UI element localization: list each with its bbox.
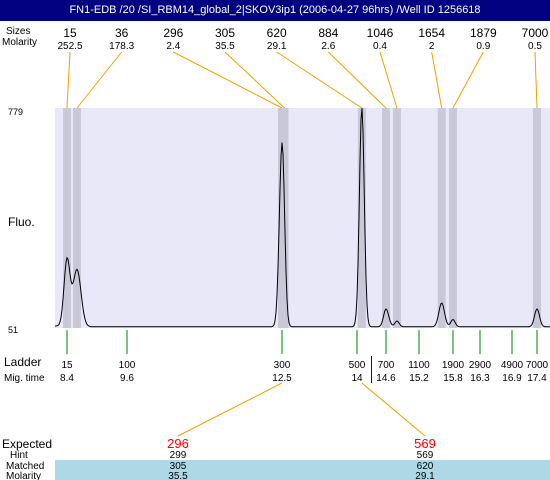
hint-value: 299	[170, 450, 187, 461]
ladder-mig-time: 9.6	[120, 373, 134, 384]
ladder-size: 2900	[469, 360, 492, 371]
peak-bands	[63, 108, 541, 328]
matched-label: Matched	[6, 461, 44, 472]
ladder-mig-time: 14	[351, 373, 363, 384]
peak-band	[73, 108, 81, 328]
ladder-mig-time: 16.3	[470, 373, 490, 384]
ladder-mig-time: 16.9	[502, 373, 522, 384]
peak-size: 1654	[418, 26, 445, 40]
ladder-mig-time: 12.5	[272, 373, 292, 384]
peak-molarity: 2	[429, 41, 435, 52]
peak-size: 296	[163, 26, 183, 40]
mig-time-label: Mig. time	[4, 373, 45, 384]
peak-size: 7000	[522, 26, 549, 40]
ladder-size: 15	[61, 360, 73, 371]
molarity-value: 35.5	[168, 471, 188, 480]
ladder-size: 100	[119, 360, 136, 371]
expected-value: 296	[167, 436, 189, 451]
expected-value: 569	[414, 436, 436, 451]
peak-molarity: 252.5	[57, 41, 82, 52]
matched-value: 305	[170, 461, 187, 472]
peak-molarity: 0.9	[476, 41, 490, 52]
peak-molarity: 2.6	[321, 41, 335, 52]
peak-size: 1046	[367, 26, 394, 40]
ladder-size: 500	[349, 360, 366, 371]
hint-value: 569	[417, 450, 434, 461]
ladder-size: 700	[378, 360, 395, 371]
peak-connector	[76, 51, 123, 109]
peak-band	[393, 108, 401, 328]
molarity-bottom-label: Molarity	[6, 471, 41, 480]
peak-connectors	[66, 51, 538, 109]
peak-band	[449, 108, 457, 328]
peak-size: 620	[267, 26, 287, 40]
ladder-size: 1100	[408, 360, 430, 371]
peak-molarity: 2.4	[166, 41, 180, 52]
peak-connector	[327, 51, 387, 109]
peak-connector	[276, 51, 363, 109]
peak-molarity: 29.1	[267, 41, 287, 52]
peak-size: 884	[318, 26, 338, 40]
hint-label: Hint	[10, 450, 28, 461]
peak-connector	[66, 51, 71, 109]
y-min-label: 51	[8, 325, 18, 335]
ladder-size: 300	[274, 360, 291, 371]
fluorescence-trace	[55, 107, 550, 328]
peak-size: 15	[63, 26, 77, 40]
peak-connector	[379, 51, 398, 109]
peak-molarity: 0.5	[528, 41, 542, 52]
window-title: FN1-EDB /20 /SI_RBM14_global_2|SKOV3ip1 …	[0, 0, 550, 21]
peak-molarity: 0.4	[373, 41, 387, 52]
peak-band	[533, 108, 541, 328]
expected-label: Expected	[2, 437, 52, 451]
peak-band	[382, 108, 390, 328]
peak-molarity: 178.3	[109, 41, 134, 52]
fluo-label: Fluo.	[8, 215, 35, 229]
molarity-value: 29.1	[415, 471, 435, 480]
ladder-size: 7000	[526, 360, 549, 371]
ladder-mig-time: 15.8	[443, 373, 463, 384]
ladder-mig-time: 8.4	[60, 373, 74, 384]
ladder-mig-time: 14.6	[376, 373, 396, 384]
y-max-label: 779	[8, 107, 23, 117]
peak-band	[357, 108, 366, 328]
expected-connector	[361, 382, 426, 437]
peak-connector	[224, 51, 285, 109]
plot-area	[55, 108, 550, 328]
expected-connector	[177, 382, 283, 437]
peak-size: 1879	[470, 26, 497, 40]
peak-size: 305	[215, 26, 235, 40]
ladder-label: Ladder	[4, 355, 41, 369]
ladder-mig-time: 17.4	[527, 373, 547, 384]
ladder-size: 1900	[442, 360, 465, 371]
peak-band	[437, 108, 446, 328]
peak-connector	[431, 51, 443, 109]
peak-connector	[173, 51, 283, 109]
peak-molarity: 35.5	[215, 41, 235, 52]
molarity-label: Molarity	[2, 37, 37, 48]
ladder-axis: 15 8.4 100 9.6 300 12.5 500 14 700 14.6 1100 15.2 19…	[60, 330, 549, 384]
peak-band	[63, 108, 71, 328]
ladder-size: 4900	[501, 360, 524, 371]
sizes-label: Sizes	[6, 26, 30, 37]
peak-connector	[534, 51, 538, 109]
matched-value: 620	[417, 461, 434, 472]
ladder-mig-time: 15.2	[409, 373, 429, 384]
peak-connector	[452, 51, 484, 109]
matched-table-bg	[55, 460, 550, 480]
peak-size: 36	[115, 26, 129, 40]
